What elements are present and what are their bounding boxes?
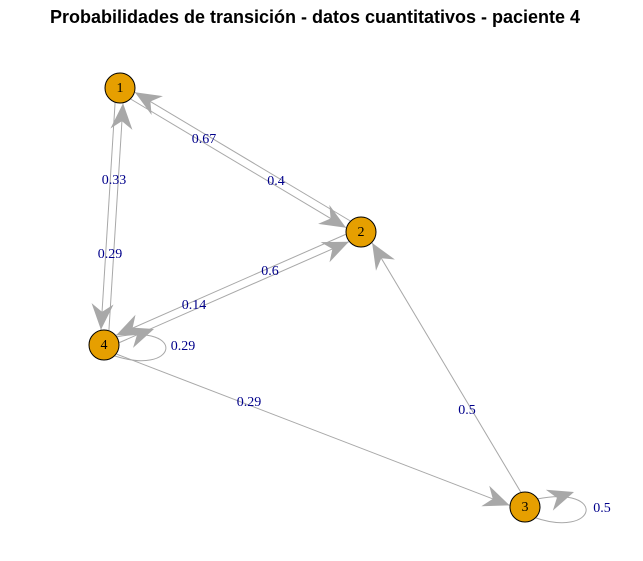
edge-2-4: [115, 233, 346, 336]
arrowhead-4-4: [125, 327, 154, 348]
edge-label-3-3: 0.5: [593, 501, 611, 516]
edge-label-4-3: 0.29: [237, 395, 262, 410]
edge-4-1: [108, 103, 124, 331]
edge-label-4-2: 0.6: [261, 264, 279, 279]
node-circle-4: [88, 329, 120, 361]
edge-4-3: [116, 353, 510, 506]
node-1: 1: [104, 72, 136, 104]
node-circle-1: [104, 72, 136, 104]
edge-label-3-2: 0.5: [458, 403, 476, 418]
edge-3-2: [371, 242, 522, 493]
arrowhead-3-3: [545, 489, 574, 511]
edge-label-4-1: 0.33: [102, 173, 127, 188]
edge-2-1: [134, 91, 351, 222]
nodes-layer: 1 2 3 4: [88, 72, 541, 523]
node-circle-3: [509, 491, 541, 523]
arrowhead-2-4: [116, 314, 145, 336]
edge-label-4-4: 0.29: [171, 339, 196, 354]
node-3: 3: [509, 491, 541, 523]
edge-labels-layer: 0.4 0.67 0.29 0.33 0.6 0.14 0.29 0.29 0.5 0.5: [98, 132, 611, 516]
node-label-1: 1: [117, 81, 124, 96]
node-label-2: 2: [358, 225, 365, 240]
edge-label-2-1: 0.67: [192, 132, 217, 147]
arrowhead-1-4: [91, 303, 114, 330]
edge-label-1-2: 0.4: [267, 174, 285, 189]
diagram-title: Probabilidades de transición - datos cua…: [50, 7, 580, 27]
edges-layer: [91, 91, 587, 524]
arrowhead-4-3: [481, 485, 510, 507]
arrowhead-3-2: [372, 242, 395, 271]
edge-4-2: [119, 241, 350, 344]
arrowhead-2-1: [134, 92, 163, 116]
node-label-3: 3: [522, 500, 529, 515]
node-2: 2: [345, 216, 377, 248]
node-label-4: 4: [101, 338, 108, 353]
arrowhead-4-2: [320, 241, 349, 263]
arrowhead-4-1: [110, 103, 133, 130]
node-circle-2: [345, 216, 377, 248]
arrowhead-1-2: [318, 204, 347, 228]
node-4: 4: [88, 329, 120, 361]
edge-1-2: [130, 98, 347, 229]
edge-label-2-4: 0.14: [182, 298, 207, 313]
edge-label-1-4: 0.29: [98, 247, 123, 262]
edge-1-4: [100, 102, 116, 330]
